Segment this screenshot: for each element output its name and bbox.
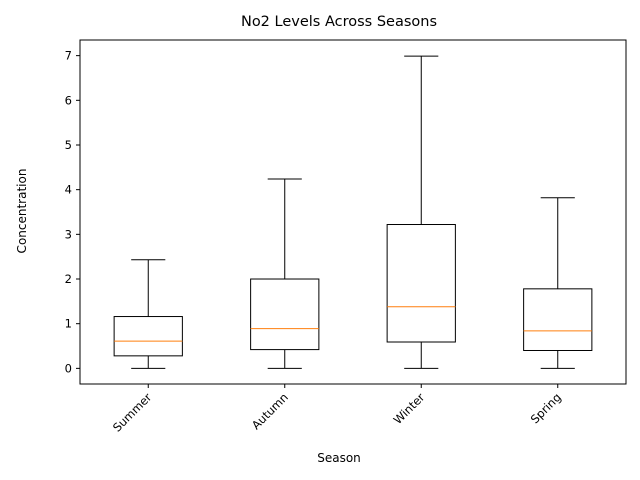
plot-area: 0 1 2 3 4 5 6 7 Summer Autumn Winter Spring [65, 39, 627, 435]
y-tick-label: 0 [65, 361, 72, 375]
y-tick-label: 1 [65, 317, 72, 331]
y-tick-label: 2 [65, 272, 72, 286]
y-tick-label: 7 [65, 49, 72, 63]
x-axis-label: Season [317, 451, 361, 465]
box-summer [113, 316, 183, 357]
chart-title: No2 Levels Across Seasons [241, 14, 437, 30]
box-winter [386, 224, 456, 343]
x-tick-label: Winter [391, 390, 428, 427]
y-tick-label: 3 [65, 227, 72, 241]
x-tick-label: Spring [528, 390, 564, 426]
x-tick-label: Summer [110, 390, 155, 435]
axes-frame [79, 39, 627, 385]
x-tick-label: Autumn [249, 390, 291, 432]
y-tick-label: 5 [65, 138, 72, 152]
y-tick-label: 4 [65, 183, 72, 197]
box-spring [523, 288, 593, 351]
box-autumn [250, 278, 320, 351]
y-tick-label: 6 [65, 93, 72, 107]
y-axis-label: Concentration [15, 169, 29, 254]
